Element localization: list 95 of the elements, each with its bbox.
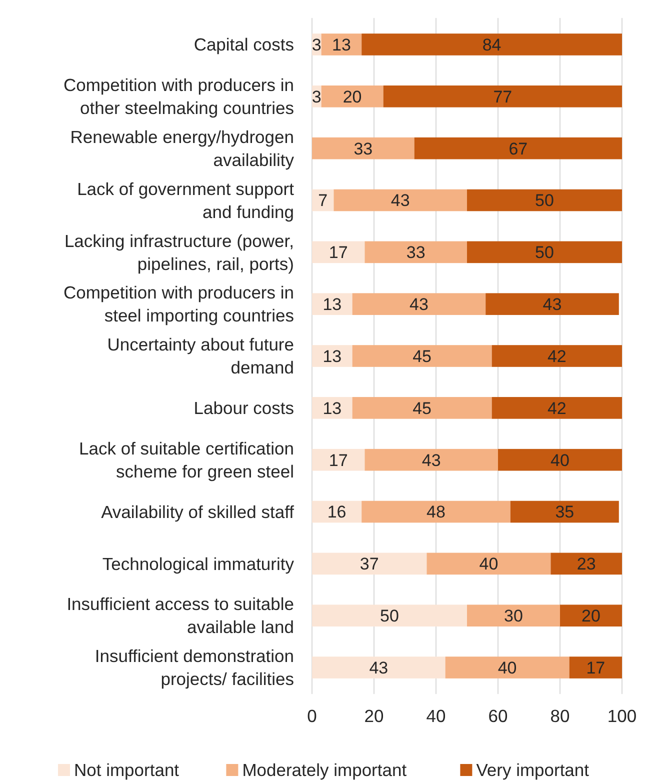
bar — [312, 397, 352, 419]
data-label: 16 — [327, 502, 346, 522]
bar — [569, 656, 622, 678]
data-label: 20 — [342, 87, 362, 106]
bar — [312, 552, 427, 575]
data-label: 67 — [508, 139, 528, 158]
data-label: 43 — [409, 295, 428, 314]
bar — [352, 345, 492, 367]
bar — [364, 448, 498, 471]
y-tick-label: Capital costs — [194, 34, 294, 55]
bar — [312, 137, 414, 160]
bar — [312, 656, 446, 678]
data-label: 13 — [322, 346, 342, 366]
data-label: 45 — [412, 346, 432, 366]
bar — [362, 34, 622, 56]
data-label: 13 — [322, 295, 342, 314]
data-label: 43 — [542, 295, 562, 314]
bar — [414, 137, 622, 160]
y-tick-label: Availability of skilled staff — [101, 502, 294, 522]
data-label: 33 — [406, 243, 426, 262]
data-label: 43 — [369, 658, 388, 678]
bar — [498, 448, 622, 471]
x-tick-label: 0 — [307, 706, 318, 726]
data-label: 37 — [360, 554, 379, 574]
bar — [321, 34, 362, 56]
data-label: 50 — [380, 606, 399, 626]
bar — [426, 552, 551, 575]
data-label: 3 — [312, 87, 322, 106]
bar — [352, 293, 486, 315]
bar — [352, 397, 492, 419]
bar — [510, 500, 619, 523]
data-label: 17 — [328, 243, 348, 262]
bar — [445, 656, 570, 678]
bar — [492, 345, 622, 367]
legend-label: Moderately important — [242, 760, 407, 780]
data-label: 84 — [482, 35, 502, 54]
data-label: 40 — [498, 658, 517, 678]
y-tick-label: Competition with producers in steel importing countries — [63, 282, 294, 326]
y-tick-label: Renewable energy/hydrogen availability — [70, 126, 294, 170]
data-label: 35 — [555, 502, 574, 522]
bar — [467, 241, 622, 264]
legend-label: Very important — [476, 760, 590, 780]
y-tick-label: Lack of government support and funding — [77, 178, 294, 222]
x-tick-label: 40 — [426, 706, 446, 726]
data-label: 20 — [582, 606, 600, 626]
bar — [492, 397, 622, 419]
y-tick-label: Lacking infrastructure (power, pipelines, rail, ports) — [64, 230, 294, 274]
bar — [560, 604, 622, 627]
y-tick-label: Uncertainty about future demand — [107, 334, 294, 378]
x-tick-label: 100 — [607, 706, 637, 726]
y-tick-label: Insufficient demonstration projects/ facilities — [94, 646, 294, 690]
data-label: 48 — [426, 502, 446, 522]
x-tick-label: 80 — [550, 706, 570, 726]
bar — [364, 241, 467, 264]
data-label: 3 — [312, 35, 322, 54]
bar — [467, 189, 622, 212]
bar — [312, 345, 352, 367]
data-label: 13 — [322, 398, 342, 418]
bar — [321, 85, 384, 108]
legend-label: Not important — [74, 760, 180, 780]
y-tick-label: Labour costs — [194, 398, 294, 418]
data-label: 17 — [328, 450, 348, 470]
bar — [334, 189, 467, 212]
data-label: 13 — [332, 35, 351, 54]
bar — [312, 448, 365, 471]
data-label: 50 — [535, 243, 554, 262]
bar — [312, 189, 334, 212]
data-label: 45 — [412, 398, 432, 418]
bar — [486, 293, 619, 315]
data-label: 40 — [479, 554, 498, 574]
y-tick-label: Insufficient access to suitable available land — [66, 594, 294, 638]
data-label: 30 — [504, 606, 523, 626]
data-label: 42 — [547, 398, 566, 418]
bar — [362, 500, 510, 523]
y-tick-label: Lack of suitable certification scheme for green steel — [79, 438, 294, 482]
data-label: 43 — [422, 450, 441, 470]
y-tick-label: Technological immaturity — [102, 554, 294, 574]
bar — [467, 604, 560, 627]
data-label: 33 — [354, 139, 373, 158]
x-tick-label: 20 — [364, 706, 384, 726]
data-label: 40 — [550, 450, 570, 470]
data-label: 50 — [535, 191, 554, 210]
data-label: 17 — [586, 658, 606, 678]
y-tick-label: Competition with producers in other steelmaking countries — [63, 75, 294, 118]
x-tick-label: 60 — [488, 706, 508, 726]
data-label: 7 — [318, 191, 328, 210]
data-label: 23 — [576, 554, 596, 574]
data-label: 77 — [493, 87, 512, 106]
data-label: 43 — [390, 191, 410, 210]
bar — [383, 85, 622, 108]
bar — [312, 604, 467, 627]
bar — [312, 293, 352, 315]
bar — [312, 241, 365, 264]
bar — [550, 552, 622, 575]
data-label: 42 — [547, 346, 566, 366]
